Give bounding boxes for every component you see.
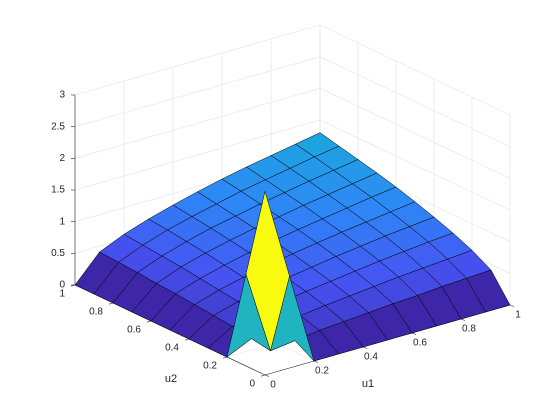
y-tick-label: 0.6 [127,325,141,336]
x-tick-label: 0.6 [413,338,427,349]
x-tick-label: 0.8 [462,324,476,335]
grid-line [319,88,511,179]
tick-mark [264,374,270,377]
y-tick-label: 0.2 [203,361,217,372]
grid-line [319,24,511,116]
tick-mark [313,360,319,363]
x-axis-label: u1 [362,378,374,390]
grid-line [319,119,511,211]
grid-line [319,56,511,147]
z-tick-label: 2 [59,153,65,164]
z-tick-label: 0.5 [51,248,65,259]
tick-mark [411,332,417,335]
y-tick-label: 0.8 [89,307,103,318]
tick-mark [222,356,228,359]
y-tick-label: 0.4 [165,343,179,354]
grid-line [74,119,321,191]
tick-mark [260,374,266,377]
x-tick-label: 0 [270,380,276,391]
tick-mark [108,302,114,305]
tick-mark [362,346,368,349]
x-tick-label: 1 [515,310,521,321]
y-axis-label: u2 [165,373,177,385]
x-tick-label: 0.2 [315,366,329,377]
surface-face [245,191,290,352]
grid-line [74,88,321,159]
x-tick-label: 0.4 [364,352,378,363]
z-tick-label: 1.5 [51,185,65,196]
grid-line [74,24,321,96]
z-tick-label: 1 [59,216,65,227]
y-tick-label: 0 [249,379,255,390]
tick-mark [146,320,152,323]
grid-line [74,56,321,127]
z-tick-label: 3 [59,90,65,101]
tick-mark [460,318,466,321]
y-tick-label: 1 [59,289,65,300]
z-tick-label: 2.5 [51,121,65,132]
tick-mark [184,338,190,341]
z-tick-label: 0 [59,280,65,291]
tick-mark [509,304,515,307]
